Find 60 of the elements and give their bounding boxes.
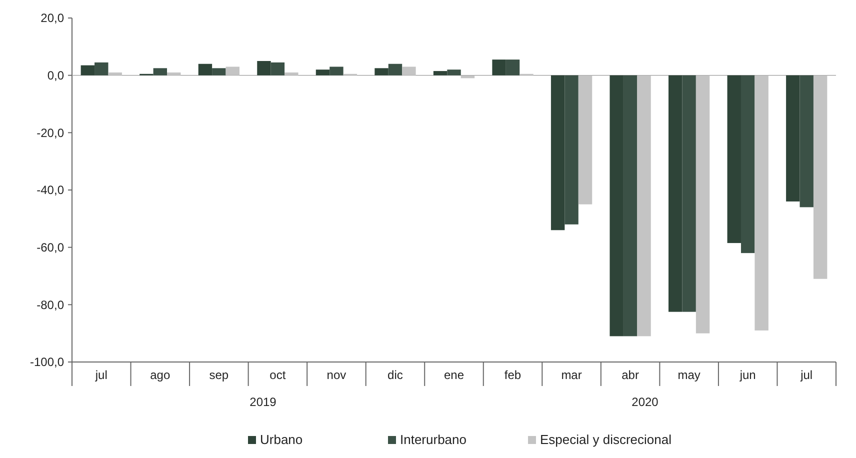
bar xyxy=(270,62,285,76)
bar xyxy=(637,75,651,336)
x-tick-label: dic xyxy=(388,368,403,382)
y-tick-label: -80,0 xyxy=(36,298,64,312)
bar xyxy=(226,66,240,76)
bar xyxy=(550,75,565,230)
bar xyxy=(668,75,682,312)
bar xyxy=(80,65,95,76)
x-tick-label: abr xyxy=(622,368,639,382)
bar xyxy=(564,75,578,224)
bar xyxy=(447,70,461,76)
bar xyxy=(402,66,416,76)
bar xyxy=(727,75,741,244)
y-tick-label: -60,0 xyxy=(36,240,64,255)
bar xyxy=(388,64,402,76)
bar xyxy=(153,68,168,76)
text: 2020 xyxy=(632,395,659,409)
bar xyxy=(813,75,828,279)
bar xyxy=(374,68,388,76)
bar xyxy=(786,75,800,202)
bar xyxy=(330,66,344,76)
x-tick-label: mar xyxy=(561,368,582,382)
bar xyxy=(506,60,520,76)
bar xyxy=(108,72,122,76)
bar xyxy=(754,75,768,330)
bar xyxy=(94,62,108,76)
x-tick-label: jun xyxy=(738,368,756,382)
y-tick-label: 20,0 xyxy=(40,11,64,26)
y-tick-label: -20,0 xyxy=(36,126,64,140)
bar xyxy=(696,75,710,334)
text: 2019 xyxy=(250,395,277,409)
x-tick-label: oct xyxy=(270,368,286,382)
legend-label: Interurbano xyxy=(400,432,466,447)
bar xyxy=(257,61,271,76)
x-tick-label: may xyxy=(678,368,700,382)
bar xyxy=(212,68,226,76)
bar xyxy=(316,70,330,76)
x-tick-label: sep xyxy=(209,368,229,382)
y-tick-label: -100,0 xyxy=(30,355,64,370)
x-tick-label: ene xyxy=(444,368,464,382)
y-tick-label: -40,0 xyxy=(36,183,64,198)
bar xyxy=(610,75,624,336)
x-tick-label: ago xyxy=(150,368,170,382)
bar xyxy=(623,75,638,336)
bar xyxy=(800,75,814,208)
bar xyxy=(284,72,298,76)
legend-label: Especial y discrecional xyxy=(540,432,672,447)
x-tick-label: feb xyxy=(504,368,522,382)
bar xyxy=(198,64,212,76)
x-tick-label: jul xyxy=(800,368,813,382)
legend-label: Urbano xyxy=(260,432,303,447)
bar xyxy=(492,60,506,76)
bar xyxy=(740,75,755,254)
x-tick-label: nov xyxy=(326,368,346,382)
bar xyxy=(682,75,696,312)
y-tick-label: 0,0 xyxy=(47,68,64,83)
bar xyxy=(578,75,592,204)
x-tick-label: jul xyxy=(94,368,108,382)
bar xyxy=(167,72,181,76)
bar xyxy=(433,71,448,76)
